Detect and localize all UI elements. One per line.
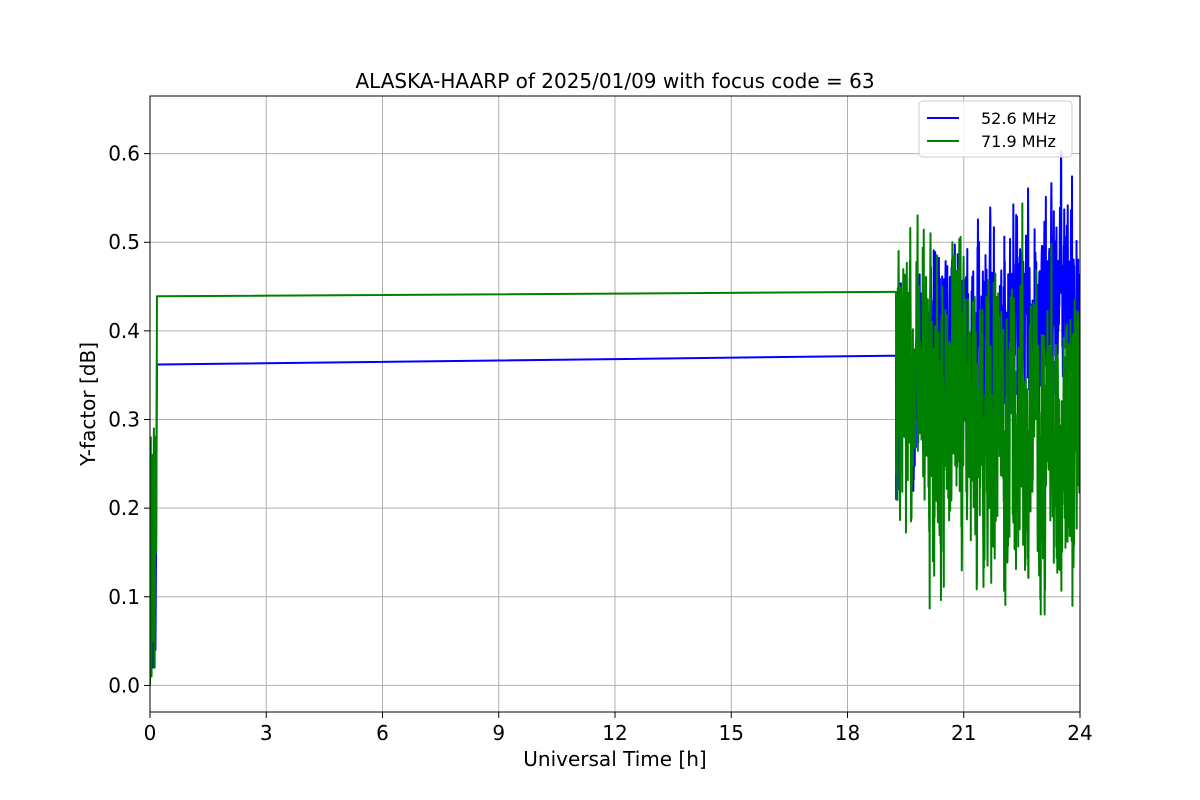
y-axis-ticks: 0.0 0.1 0.2 0.3 0.4 0.5 0.6 [108,142,150,697]
chart-title: ALASKA-HAARP of 2025/01/09 with focus co… [355,69,874,93]
plot-area [150,150,1080,686]
x-tick-label: 6 [376,721,389,745]
x-tick-label: 18 [835,721,860,745]
x-axis-label: Universal Time [h] [523,747,706,771]
x-tick-label: 15 [719,721,744,745]
x-tick-label: 9 [492,721,505,745]
y-tick-label: 0.4 [108,319,140,343]
legend-entry: 71.9 MHz [981,132,1056,151]
y-tick-label: 0.3 [108,408,140,432]
x-tick-label: 3 [260,721,273,745]
legend-entry: 52.6 MHz [981,109,1056,128]
x-axis-ticks: 0 3 6 9 12 15 18 21 24 [144,712,1093,745]
y-tick-label: 0.6 [108,142,140,166]
y-tick-label: 0.0 [108,673,140,697]
x-tick-label: 24 [1067,721,1092,745]
x-tick-label: 0 [144,721,157,745]
y-axis-label: Y-factor [dB] [76,342,100,467]
y-tick-label: 0.1 [108,585,140,609]
x-tick-label: 12 [602,721,627,745]
legend-box [918,100,1073,158]
y-tick-label: 0.2 [108,496,140,520]
series-line-1 [150,202,1080,686]
x-tick-label: 21 [951,721,976,745]
y-tick-label: 0.5 [108,230,140,254]
legend: 52.6 MHz 71.9 MHz [918,100,1073,158]
